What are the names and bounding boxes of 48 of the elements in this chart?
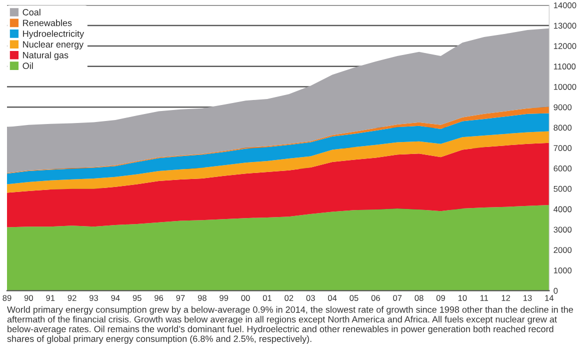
x-tick-label: 13 [524, 295, 532, 301]
x-tick-label: 05 [350, 295, 358, 301]
x-tick-label: 98 [198, 295, 206, 301]
legend-label: Nuclear energy [23, 40, 84, 50]
x-tick-label: 99 [220, 295, 228, 301]
x-tick-label: 91 [46, 295, 55, 301]
x-tick-label: 14 [545, 295, 554, 301]
y-tick-label: 6000 [554, 166, 572, 172]
y-tick-label: 11000 [554, 64, 576, 70]
x-tick-label: 08 [414, 295, 424, 301]
x-tick-label: 01 [262, 295, 272, 301]
y-tick-label: 1000 [554, 267, 572, 274]
x-tick-label: 12 [502, 295, 510, 301]
legend-label: Hydroelectricity [23, 30, 84, 39]
x-tick-label: 04 [328, 295, 337, 301]
y-tick-label: 5000 [554, 186, 572, 192]
y-tick-label: 10000 [554, 84, 576, 90]
legend-label: Renewables [23, 20, 72, 26]
y-tick-label: 8000 [554, 124, 572, 131]
x-tick-label: 09 [436, 295, 445, 301]
y-tick-label: 4000 [554, 206, 572, 212]
x-tick-label: 89 [2, 295, 12, 301]
x-tick-label: 03 [306, 295, 315, 301]
x-tick-label: 11 [480, 295, 488, 301]
y-tick-label: 0 [554, 288, 558, 294]
legend-label: Oil [22, 62, 33, 70]
y-tick-label: 2000 [554, 247, 572, 253]
y-tick-label: 9000 [554, 104, 572, 110]
legend-label: Coal [22, 8, 40, 16]
x-tick-label: 06 [371, 295, 380, 301]
legend-label: Natural gas [23, 52, 68, 60]
x-tick-label: 90 [24, 295, 33, 301]
x-tick-label: 95 [132, 295, 142, 301]
text: World primary energy consumption grew by a below-average 0.9% in 2014, the slowest rate of growth since 1998 other than the decline in the aftermath of the financial crisis. Growth was below average in all regions except North America and Africa. All fuels except nuclear grew at below-average rates. Oil remains the world’s dominant fuel. Hydroelectric and other renewables in power generation both reached record shares of global primary energy consumption (6.8% and 2.5%, respectively). [7, 306, 573, 344]
x-tick-label: 00 [241, 295, 250, 301]
y-tick-label: 12000 [554, 43, 576, 50]
y-tick-label: 7000 [554, 145, 572, 152]
y-tick-label: 13000 [554, 22, 576, 29]
y-tick-label: 3000 [554, 226, 572, 233]
x-tick-label: 93 [90, 295, 98, 301]
x-tick-label: 10 [458, 295, 467, 301]
x-tick-label: 07 [393, 295, 402, 301]
x-tick-label: 94 [111, 295, 120, 301]
y-tick-label: 14000 [554, 2, 576, 8]
x-tick-label: 97 [176, 295, 185, 301]
x-tick-label: 92 [68, 295, 76, 301]
x-tick-label: 96 [154, 295, 164, 301]
x-tick-label: 02 [284, 295, 294, 301]
